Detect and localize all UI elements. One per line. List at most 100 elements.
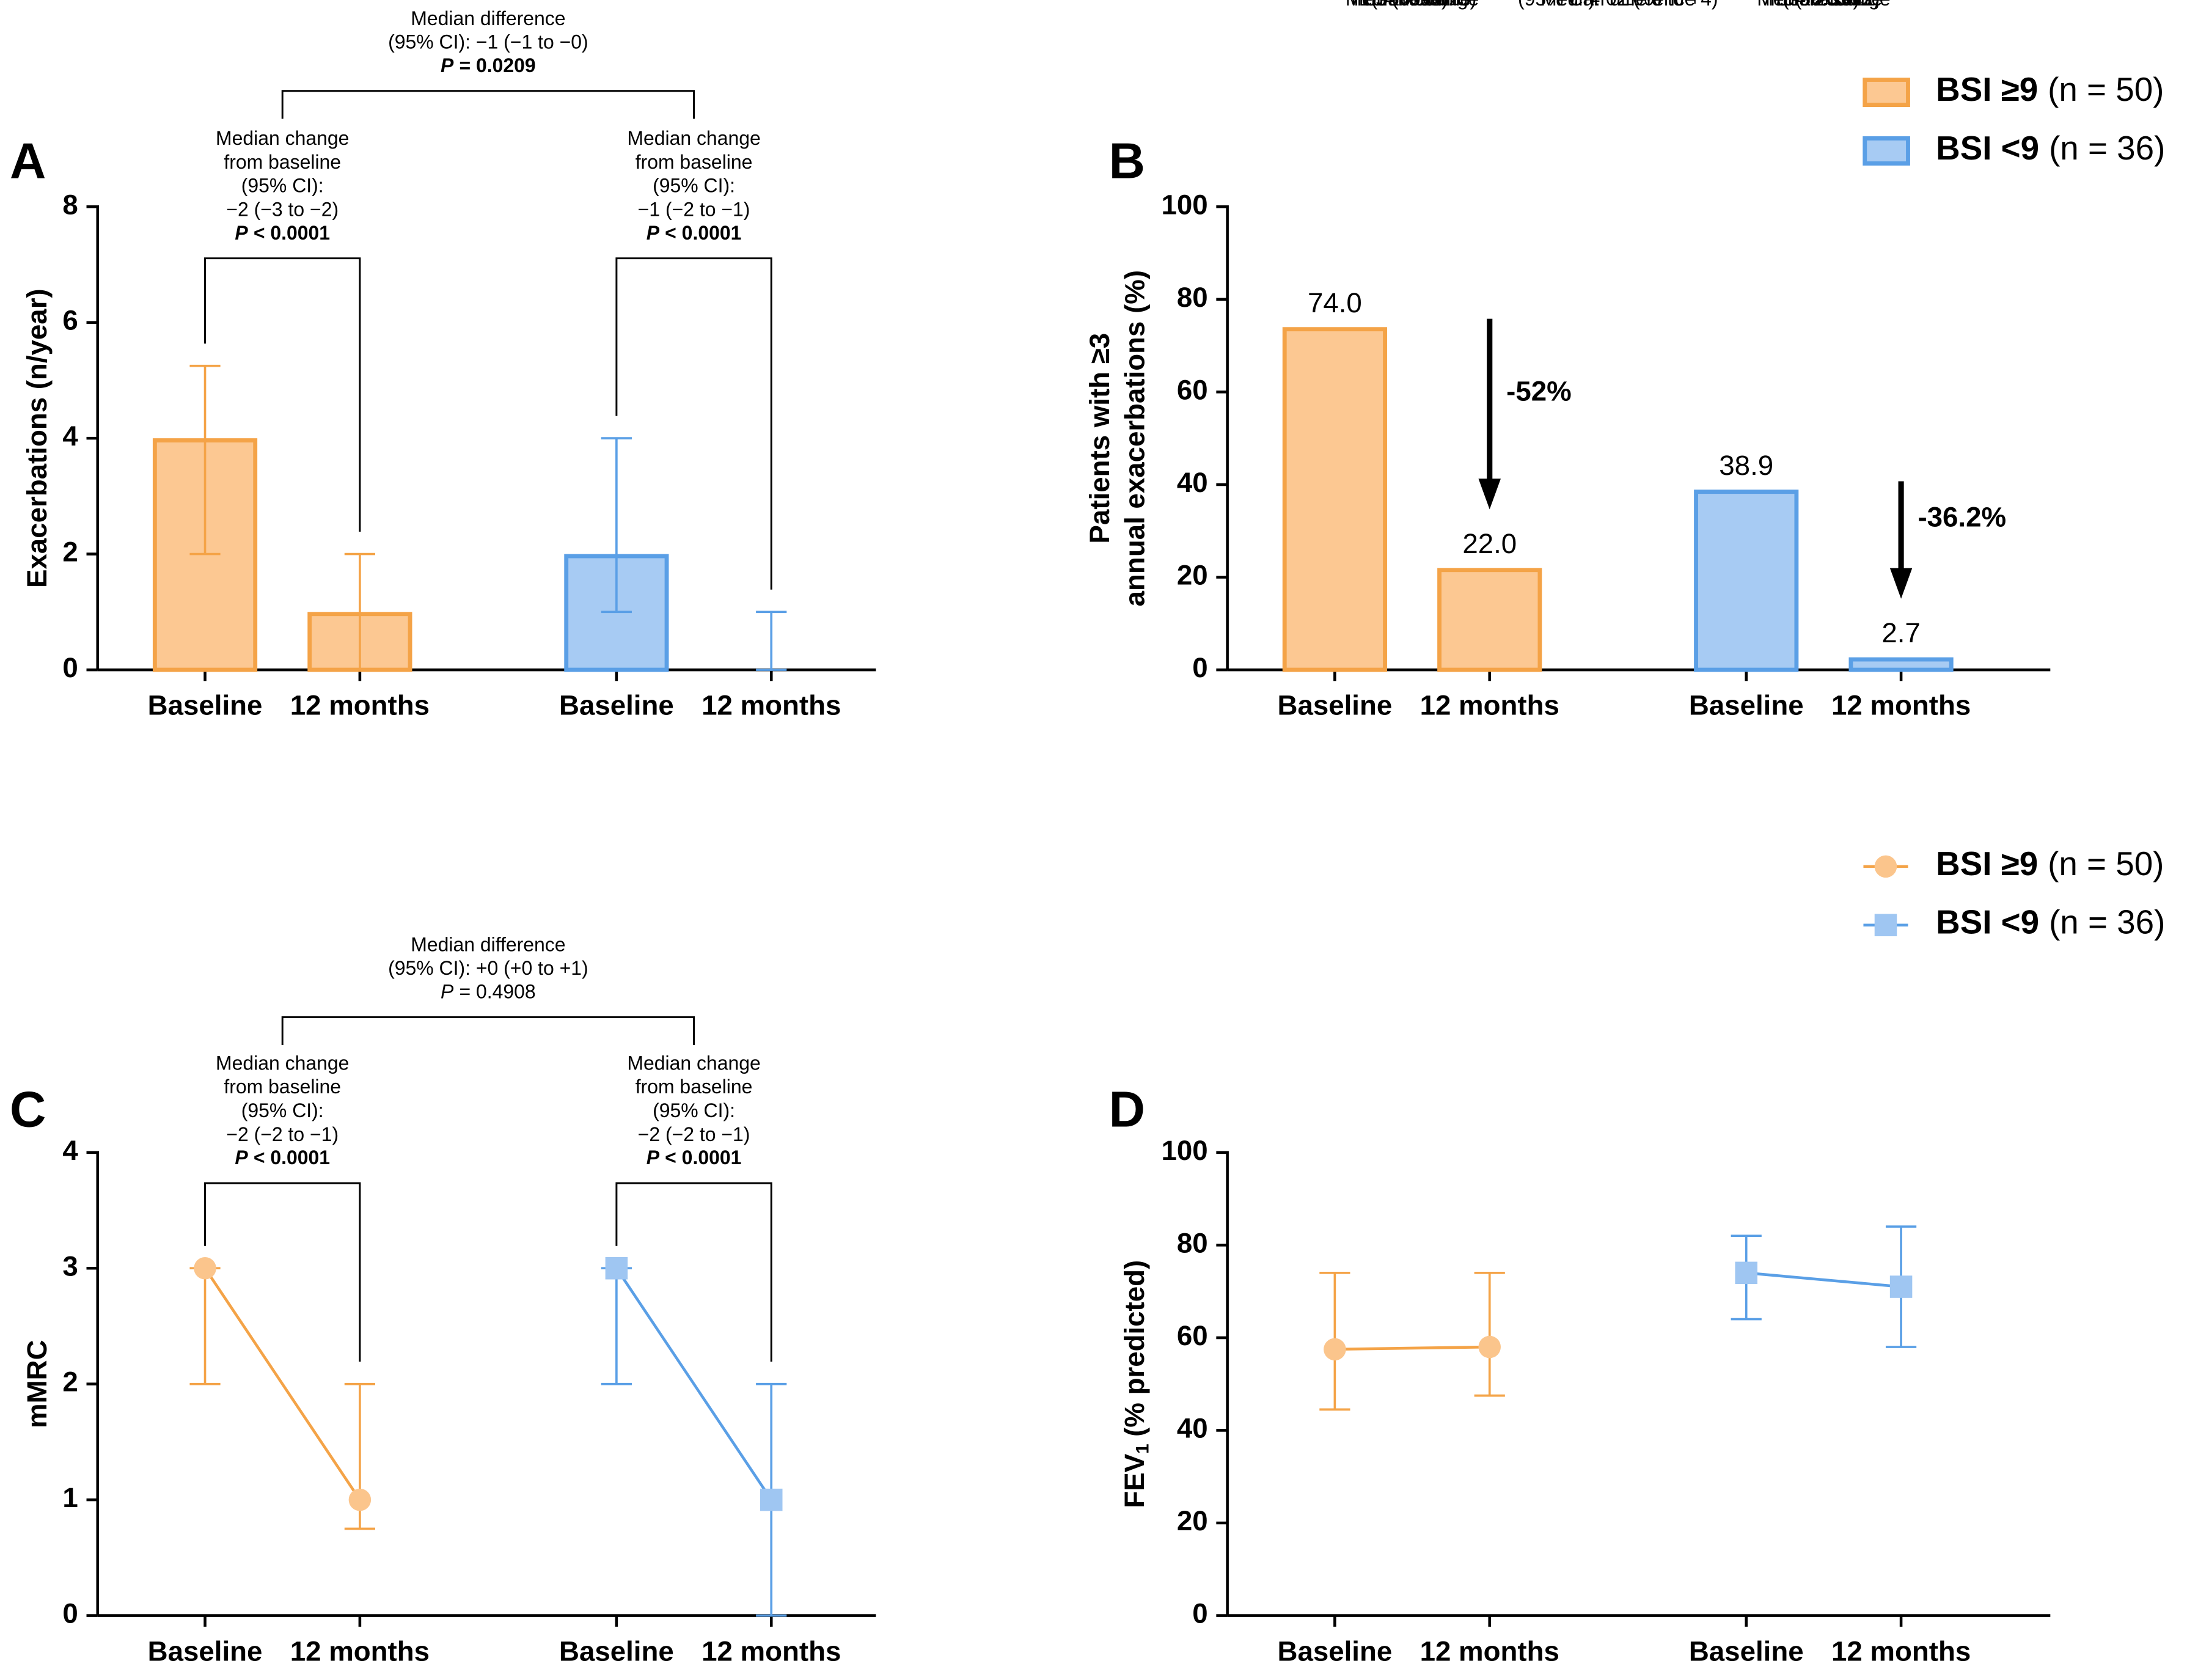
marker [1324,1338,1346,1361]
p-value: = 0.0209 [459,54,535,76]
bar [1848,657,1954,672]
legend-name: BSI <9 [1936,903,2039,941]
x-tick-label: 12 months [290,1635,430,1667]
annotation-line: from baseline [224,1076,341,1098]
annotation-line: (95% CI): [653,1099,735,1121]
series-line [1335,1345,1490,1351]
y-axis-label-sub: 1 [1133,1443,1153,1454]
p-symbol: P [441,54,454,76]
x-tick-label: Baseline [1689,1635,1804,1667]
y-tick-label: 80 [1177,282,1208,313]
x-tick-label: 12 months [702,690,841,721]
arrow-label: -52% [1506,375,1572,406]
annotation-p: P < 0.0001 [235,222,330,244]
annotation-line: −2 (−3 to −2) [226,199,339,221]
annotation-line: Median change [627,127,760,149]
y-tick-label: 20 [1177,1505,1208,1536]
legend-name: BSI <9 [1936,129,2039,167]
x-tick-label: Baseline [1689,690,1804,721]
annotation-line: from baseline [1765,0,1883,10]
y-tick-label: 80 [1177,1227,1208,1258]
bracket [204,1182,361,1362]
y-tick-label: 2 [62,1366,78,1398]
annotation-p: P = 0.0209 [441,54,536,76]
annotation-line: (95% CI): [241,1099,324,1121]
annotation-line: Median change [627,1052,760,1074]
annotation-line: from baseline [636,1076,753,1098]
annotation-line: (95% CI): −1 (−1 to −0) [388,31,588,53]
y-tick-label: 60 [1177,1320,1208,1351]
annotation-line: −1 (−2 to +2) [1768,0,1880,10]
annotation-line: Median difference [411,7,565,29]
p-symbol: P [647,1147,660,1169]
legend-swatch [1863,136,1910,166]
x-tick-label: Baseline [1278,1635,1393,1667]
y-axis-label-text: Exacerbations (n/year) [21,288,53,588]
arrow-label: -36.2% [1918,501,2006,532]
y-tick-label: 1 [62,1482,78,1513]
legend-name: BSI ≥9 [1936,845,2038,882]
p-value: < 0.0001 [665,222,741,244]
annotation-line: Median difference [1540,0,1695,10]
p-value: = 0.1682 [1383,0,1460,10]
bracket [281,1016,695,1046]
legend-n: (n = 36) [2049,903,2165,941]
p-value: < 0.0001 [254,222,330,244]
annotation-p: P < 0.0001 [235,1147,330,1169]
marker [1735,1261,1757,1285]
panel-label: B [1109,133,1145,189]
x-tick-label: 12 months [290,690,430,721]
p-symbol: P [235,222,248,244]
bar [1694,490,1799,672]
y-tick-label: 100 [1162,189,1208,220]
bracket [615,257,772,590]
annotation-p: P = 0.1682 [1365,0,1460,10]
p-symbol: P [235,1147,248,1169]
marker [605,1256,628,1280]
annotation-line: (95% CI): [653,175,735,197]
p-symbol: P [1776,0,1790,10]
arrow-head [1889,568,1913,599]
y-axis-label-text: FEV [1119,1453,1150,1508]
marker [1889,1275,1913,1298]
p-value: = 0.3303 [1795,0,1871,10]
y-tick-label: 3 [62,1250,78,1282]
legend-n: (n = 50) [2048,71,2164,109]
bracket [615,1182,772,1362]
legend-marker [1874,855,1897,878]
p-symbol: P [1365,0,1378,10]
panel-label: D [1109,1082,1145,1138]
p-value: < 0.0001 [665,1147,741,1169]
annotation-line: −1 (−2 to −1) [638,199,750,221]
annotation-line: (95% CI): [1782,0,1865,10]
annotation-line: +1.5 (+0 to +3) [1348,0,1476,10]
annotation-p: P = 0.4908 [441,981,536,1003]
y-tick-label: 4 [62,420,78,452]
annotation-line: −2 (−2 to −1) [638,1123,750,1145]
annotation-line: (95% CI): +0 (+0 to +1) [388,957,588,979]
p-value: < 0.0001 [254,1147,330,1169]
y-axis-label-after: (% predicted) [1119,1260,1150,1437]
y-axis-label: annual exacerbations (%) [1119,270,1150,606]
y-axis-label: mMRC [21,1340,53,1428]
annotation-line: from baseline [224,151,341,173]
annotation-line: Median change [216,127,349,149]
y-tick-label: 60 [1177,374,1208,405]
annotation-p: P < 0.0001 [647,1147,742,1169]
y-tick-label: 0 [1192,652,1207,683]
p-symbol: P [647,222,660,244]
marker [760,1488,783,1511]
annotation-line: Median difference [411,933,565,955]
y-tick-label: 6 [62,305,78,336]
x-tick-label: Baseline [559,1635,674,1667]
series-line [615,1267,773,1501]
bar [1282,327,1387,672]
series-line [203,1267,361,1501]
x-tick-label: 12 months [1420,690,1559,721]
x-tick-label: 12 months [702,1635,841,1667]
panel-label: A [10,133,46,189]
bracket [281,90,695,119]
y-tick-label: 0 [1192,1598,1207,1629]
y-axis-label: Exacerbations (n/year) [21,288,53,588]
y-tick-label: 0 [62,1598,78,1629]
